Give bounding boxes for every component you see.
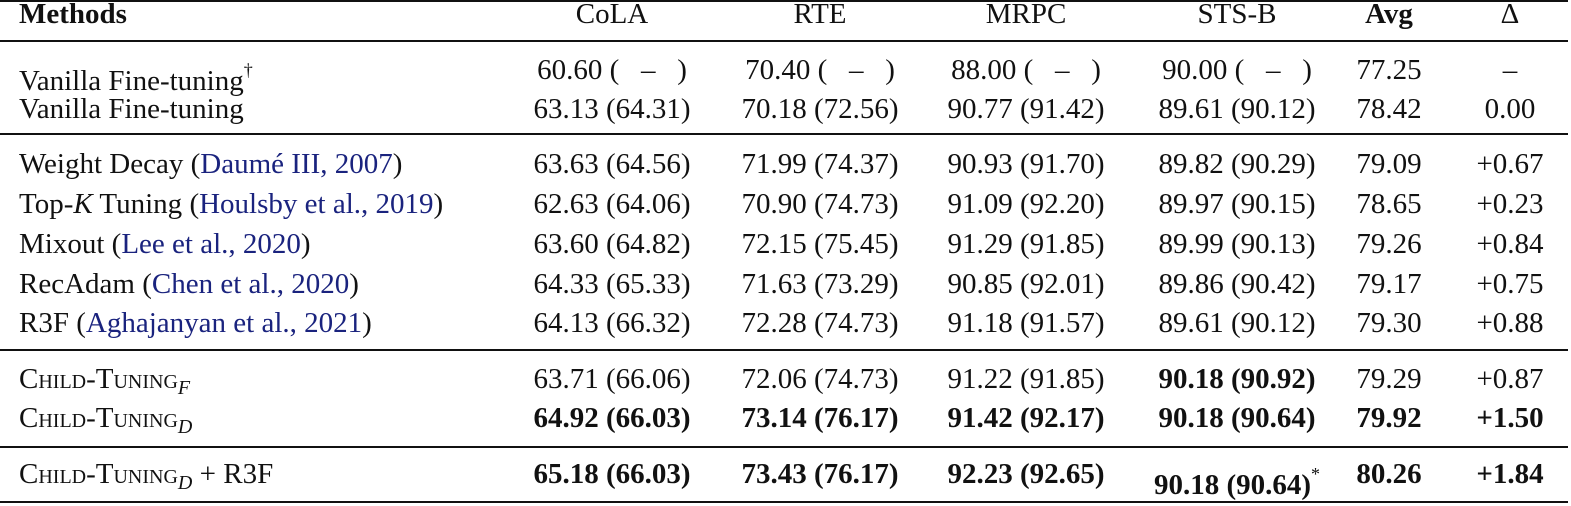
table-top-rule (0, 0, 1568, 2)
avg-cell: 79.26 (1356, 228, 1422, 260)
avg-cell: 79.30 (1356, 307, 1422, 339)
stsb-cell: 90.00 ( – ) (1162, 54, 1312, 86)
stsb-cell: 89.99 (90.13) (1158, 228, 1316, 260)
avg-cell: 79.92 (1356, 402, 1422, 434)
mrpc-cell: 90.93 (91.70) (947, 148, 1105, 180)
citation-link[interactable]: Daumé III, 2007 (200, 148, 393, 180)
rte-cell: 70.90 (74.73) (741, 188, 899, 220)
rte-cell: 72.06 (74.73) (741, 363, 899, 395)
delta-cell: – (1502, 54, 1518, 86)
method-name: Child-TuningD (19, 402, 193, 438)
stsb-cell: 89.82 (90.29) (1158, 148, 1316, 180)
cola-cell: 63.60 (64.82) (533, 228, 691, 260)
rte-cell: 70.40 ( – ) (745, 54, 895, 86)
rte-cell: 73.14 (76.17) (741, 402, 899, 434)
table-row: Vanilla Fine-tuning† 60.60 ( – ) 70.40 (… (0, 50, 1571, 97)
method-name: Top-K Tuning (Houlsby et al., 2019) (19, 188, 444, 220)
stsb-cell: 90.18 (90.92) (1158, 363, 1316, 395)
avg-cell: 80.26 (1356, 458, 1422, 490)
mrpc-cell: 91.42 (92.17) (947, 402, 1105, 434)
citation-link[interactable]: Houlsby et al., 2019 (199, 188, 434, 220)
mrpc-cell: 88.00 ( – ) (951, 54, 1101, 86)
delta-cell: +0.75 (1476, 268, 1544, 300)
mrpc-cell: 90.85 (92.01) (947, 268, 1105, 300)
header-cola: CoLA (575, 0, 649, 30)
delta-cell: +0.84 (1476, 228, 1544, 260)
header-rte: RTE (793, 0, 847, 30)
avg-cell: 77.25 (1356, 54, 1422, 86)
mrpc-cell: 91.22 (91.85) (947, 363, 1105, 395)
rte-cell: 71.63 (73.29) (741, 268, 899, 300)
method-name: R3F (Aghajanyan et al., 2021) (19, 307, 372, 339)
cola-cell: 65.18 (66.03) (533, 458, 691, 490)
cola-cell: 63.71 (66.06) (533, 363, 691, 395)
stsb-cell: 90.18 (90.64)* (1153, 464, 1321, 501)
rte-cell: 71.99 (74.37) (741, 148, 899, 180)
mrpc-cell: 91.29 (91.85) (947, 228, 1105, 260)
header-rule (0, 40, 1568, 42)
header-methods: Methods (19, 0, 127, 30)
mrpc-cell: 90.77 (91.42) (947, 93, 1105, 125)
citation-link[interactable]: Aghajanyan et al., 2021 (85, 307, 363, 339)
cola-cell: 60.60 ( – ) (537, 54, 687, 86)
cola-cell: 64.13 (66.32) (533, 307, 691, 339)
method-name: Child-TuningD + R3F (19, 458, 274, 494)
rte-cell: 73.43 (76.17) (741, 458, 899, 490)
method-name: Mixout (Lee et al., 2020) (19, 228, 311, 260)
rte-cell: 72.15 (75.45) (741, 228, 899, 260)
stsb-cell: 89.97 (90.15) (1158, 188, 1316, 220)
avg-cell: 79.09 (1356, 148, 1422, 180)
cola-cell: 63.63 (64.56) (533, 148, 691, 180)
stsb-cell: 89.61 (90.12) (1158, 307, 1316, 339)
table-row: Child-TuningF 63.71 (66.06) 72.06 (74.73… (0, 359, 1571, 399)
citation-link[interactable]: Lee et al., 2020 (121, 228, 301, 260)
table-row: Mixout (Lee et al., 2020) 63.60 (64.82) … (0, 224, 1571, 264)
delta-cell: +0.67 (1476, 148, 1544, 180)
cola-cell: 64.33 (65.33) (533, 268, 691, 300)
header-mrpc: MRPC (985, 0, 1067, 30)
citation-link[interactable]: Chen et al., 2020 (151, 268, 350, 300)
avg-cell: 79.29 (1356, 363, 1422, 395)
method-name: Vanilla Fine-tuning† (19, 60, 253, 97)
stsb-cell: 90.18 (90.64) (1158, 402, 1316, 434)
method-name: Weight Decay (Daumé III, 2007) (19, 148, 403, 180)
group-rule-1 (0, 133, 1568, 135)
table-row: Child-TuningD + R3F 65.18 (66.03) 73.43 … (0, 454, 1571, 501)
header-stsb: STS-B (1197, 0, 1277, 30)
group-rule-2 (0, 349, 1568, 351)
stsb-cell: 89.86 (90.42) (1158, 268, 1316, 300)
delta-cell: +1.84 (1476, 458, 1544, 490)
rte-cell: 72.28 (74.73) (741, 307, 899, 339)
stsb-cell: 89.61 (90.12) (1158, 93, 1316, 125)
table-row: Weight Decay (Daumé III, 2007) 63.63 (64… (0, 144, 1571, 184)
mrpc-cell: 91.18 (91.57) (947, 307, 1105, 339)
cola-cell: 64.92 (66.03) (533, 402, 691, 434)
cola-cell: 62.63 (64.06) (533, 188, 691, 220)
delta-cell: 0.00 (1484, 93, 1536, 125)
avg-cell: 78.65 (1356, 188, 1422, 220)
avg-cell: 78.42 (1356, 93, 1422, 125)
avg-cell: 79.17 (1356, 268, 1422, 300)
table-row: R3F (Aghajanyan et al., 2021) 64.13 (66.… (0, 303, 1571, 343)
table-row: Vanilla Fine-tuning 63.13 (64.31) 70.18 … (0, 89, 1571, 129)
table-row: RecAdam (Chen et al., 2020) 64.33 (65.33… (0, 264, 1571, 304)
delta-cell: +0.23 (1476, 188, 1544, 220)
method-name: Vanilla Fine-tuning (19, 93, 244, 125)
delta-cell: +0.87 (1476, 363, 1544, 395)
table-bottom-rule (0, 501, 1568, 503)
header-delta: Δ (1500, 0, 1520, 30)
cola-cell: 63.13 (64.31) (533, 93, 691, 125)
method-name: Child-TuningF (19, 363, 191, 399)
table-row: Top-K Tuning (Houlsby et al., 2019) 62.6… (0, 184, 1571, 224)
method-name: RecAdam (Chen et al., 2020) (19, 268, 359, 300)
delta-cell: +0.88 (1476, 307, 1544, 339)
rte-cell: 70.18 (72.56) (741, 93, 899, 125)
mrpc-cell: 91.09 (92.20) (947, 188, 1105, 220)
header-avg: Avg (1365, 0, 1413, 30)
table-row: Child-TuningD 64.92 (66.03) 73.14 (76.17… (0, 398, 1571, 438)
group-rule-3 (0, 446, 1568, 448)
delta-cell: +1.50 (1476, 402, 1544, 434)
table-header-row: Methods CoLA RTE MRPC STS-B Avg Δ (0, 0, 1571, 34)
mrpc-cell: 92.23 (92.65) (947, 458, 1105, 490)
